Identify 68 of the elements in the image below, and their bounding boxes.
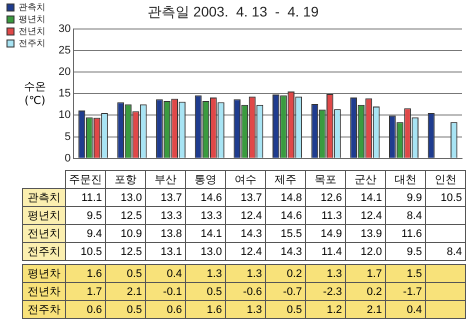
category-label: 통영 xyxy=(194,174,216,186)
y-axis-title: 수온 (℃) xyxy=(23,80,47,108)
legend-label: 전주치 xyxy=(18,38,46,48)
data-label: 9.4 xyxy=(66,224,106,242)
chart-title: 관측일 2003. 4. 13 - 4. 19 xyxy=(147,3,319,20)
data-label: 12.5 xyxy=(106,206,146,224)
data-label: 14.1 xyxy=(346,188,386,206)
text: 평년차 1.6 0.5 0.4 1.3 1.3 0.2 1.3 1.7 1.5 xyxy=(28,268,422,280)
data-label: 9.5 xyxy=(386,242,426,260)
data-label: 11.1 xyxy=(66,188,106,206)
category-label: 주문진 xyxy=(69,174,102,186)
data-label: 13.1 xyxy=(146,242,186,260)
legend-label: 평년치 xyxy=(18,14,46,24)
legend-label: 관측치 xyxy=(18,2,46,12)
data-label: 11.6 xyxy=(386,224,426,242)
data-label: 14.6 xyxy=(186,188,226,206)
text: 전년차 1.7 2.1 -0.1 0.5 -0.6 -0.7 -2.3 0.2 -1.7 xyxy=(28,286,422,298)
category-label: 여수 xyxy=(234,174,256,186)
data-label: 9.9 xyxy=(386,188,426,206)
category-label: 제주 xyxy=(274,174,296,186)
data-label: 10.5 xyxy=(426,188,466,206)
y-tick-label: 10 xyxy=(58,109,71,122)
data-label: 15.5 xyxy=(266,224,306,242)
data-label: 14.3 xyxy=(226,224,266,242)
data-label: 14.6 xyxy=(266,206,306,224)
y-tick-label: 0 xyxy=(64,152,71,164)
data-label: 13.3 xyxy=(186,206,226,224)
data-label: 14.8 xyxy=(266,188,306,206)
data-label: 13.9 xyxy=(346,224,386,242)
y-tick-label: 5 xyxy=(64,130,71,143)
text: 전년치 xyxy=(28,228,60,240)
data-label: 13.0 xyxy=(106,188,146,206)
data-label: 12.4 xyxy=(346,206,386,224)
legend-label: 전년치 xyxy=(18,26,46,36)
data-label: 9.5 xyxy=(66,206,106,224)
y-tick-label: 25 xyxy=(58,44,71,56)
category-label: 인천 xyxy=(434,174,456,186)
y-tick-label: 30 xyxy=(58,22,71,35)
data-label: 8.4 xyxy=(426,242,466,260)
category-label: 목포 xyxy=(314,174,336,186)
text: 평년치 xyxy=(28,210,60,222)
data-label: 12.0 xyxy=(346,242,386,260)
y-tick-label: 20 xyxy=(58,66,71,78)
data-label: 12.5 xyxy=(106,242,146,260)
category-label: 군산 xyxy=(354,174,376,186)
data-label: 11.4 xyxy=(306,242,346,260)
category-label: 부산 xyxy=(154,174,176,186)
data-label: 12.4 xyxy=(226,242,266,260)
y-tick-label: 15 xyxy=(58,88,71,100)
category-label: 대천 xyxy=(394,174,416,186)
data-label: 8.4 xyxy=(386,206,426,224)
data-label: 14.3 xyxy=(266,242,306,260)
data-label: 13.0 xyxy=(186,242,226,260)
text: 전주치 xyxy=(28,246,60,258)
data-label: 10.5 xyxy=(66,242,106,260)
data-label: 13.7 xyxy=(146,188,186,206)
text: 전주차 0.6 0.5 0.6 1.6 1.3 0.5 1.2 2.1 0.4 xyxy=(28,304,422,316)
data-label: 12.6 xyxy=(306,188,346,206)
category-label: 포항 xyxy=(114,174,136,186)
data-label: 10.9 xyxy=(106,224,146,242)
data-label: 12.4 xyxy=(226,206,266,224)
data-label: 13.8 xyxy=(146,224,186,242)
data-label: 11.3 xyxy=(306,206,346,224)
data-label: 13.7 xyxy=(226,188,266,206)
text: 관측치 xyxy=(28,192,60,204)
data-label: 13.3 xyxy=(146,206,186,224)
data-label: 14.9 xyxy=(306,224,346,242)
data-label: 14.1 xyxy=(186,224,226,242)
